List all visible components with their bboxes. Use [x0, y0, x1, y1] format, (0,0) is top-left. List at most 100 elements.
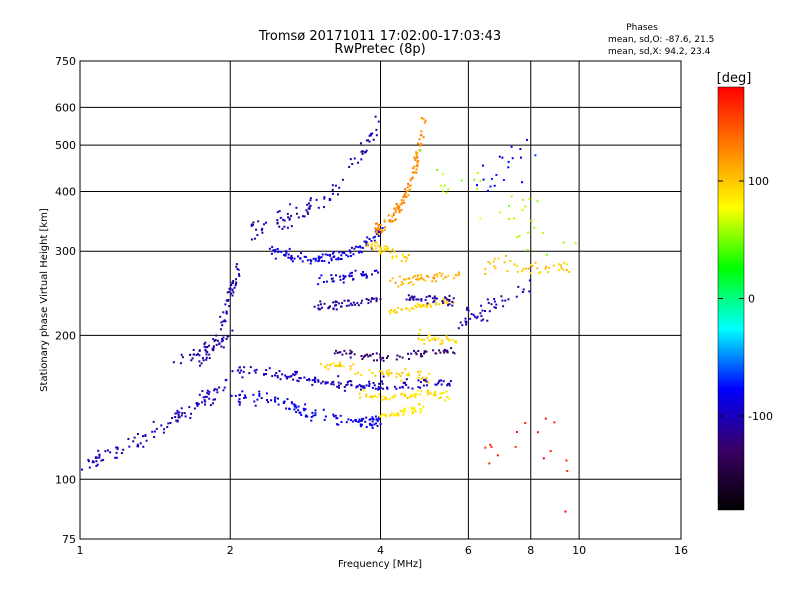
- data-point: [207, 393, 210, 396]
- data-point: [438, 271, 441, 274]
- data-point: [418, 304, 421, 306]
- data-point: [412, 276, 415, 279]
- data-point: [236, 268, 239, 270]
- chart-subtitle: RwPretec (8p): [334, 42, 425, 57]
- data-point: [387, 355, 389, 358]
- data-point: [401, 308, 403, 311]
- data-point: [457, 327, 460, 330]
- data-point: [389, 312, 392, 315]
- data-point: [402, 256, 405, 259]
- data-point: [498, 155, 501, 158]
- data-point: [410, 394, 413, 397]
- data-point: [361, 385, 364, 388]
- data-point: [402, 410, 404, 413]
- data-point: [448, 294, 451, 297]
- data-point: [407, 194, 410, 197]
- data-point: [350, 275, 353, 277]
- data-point: [306, 203, 309, 206]
- data-point: [373, 269, 376, 272]
- data-point: [318, 308, 321, 311]
- data-point: [371, 417, 374, 420]
- data-point: [274, 400, 277, 403]
- data-point: [397, 414, 400, 417]
- data-point: [431, 280, 434, 283]
- data-point: [348, 304, 351, 307]
- data-point: [274, 396, 277, 399]
- data-point: [115, 456, 118, 459]
- data-point: [215, 334, 218, 337]
- data-point: [323, 260, 326, 263]
- data-point: [516, 431, 518, 433]
- data-point: [342, 278, 345, 280]
- data-point: [176, 409, 179, 412]
- data-point: [342, 365, 345, 368]
- data-point: [459, 321, 462, 324]
- data-point: [193, 407, 196, 410]
- data-point: [407, 182, 410, 185]
- y-tick-label: 750: [55, 55, 76, 68]
- data-point: [419, 386, 422, 389]
- data-point: [422, 304, 425, 307]
- data-point: [304, 415, 307, 418]
- data-point: [100, 459, 103, 462]
- phase-info-x: mean, sd,X: 94.2, 23.4: [608, 47, 711, 57]
- data-point: [420, 352, 422, 355]
- data-point: [294, 372, 297, 375]
- data-point: [352, 277, 355, 280]
- data-point: [419, 370, 422, 373]
- data-point: [427, 334, 430, 337]
- data-point: [225, 312, 228, 314]
- data-point: [415, 171, 418, 174]
- data-point: [235, 265, 238, 268]
- data-point: [343, 386, 346, 388]
- data-point: [339, 275, 341, 278]
- data-point: [451, 304, 454, 307]
- data-point: [307, 207, 310, 210]
- data-point: [289, 256, 292, 259]
- data-point: [398, 275, 401, 278]
- data-point: [199, 364, 201, 367]
- data-point: [455, 274, 458, 277]
- data-point: [461, 324, 464, 327]
- data-point: [415, 168, 418, 171]
- data-point: [260, 229, 263, 232]
- data-point: [326, 254, 329, 257]
- data-point: [339, 363, 342, 365]
- data-point: [446, 351, 449, 354]
- data-point: [408, 374, 411, 377]
- data-point: [423, 121, 426, 124]
- data-point: [319, 363, 322, 366]
- data-point: [274, 249, 277, 252]
- data-point: [179, 362, 182, 365]
- data-point: [296, 212, 298, 215]
- data-point: [429, 303, 432, 306]
- data-point: [109, 451, 112, 454]
- data-point: [403, 195, 406, 198]
- data-point: [212, 345, 215, 348]
- data-point: [338, 302, 340, 305]
- data-point: [333, 255, 336, 258]
- data-point: [234, 284, 237, 287]
- data-point: [95, 465, 98, 467]
- data-point: [371, 273, 373, 276]
- data-point: [336, 423, 338, 426]
- data-point: [331, 277, 334, 280]
- data-point: [285, 407, 288, 410]
- data-point: [287, 253, 290, 256]
- data-point: [476, 188, 479, 191]
- data-point: [419, 411, 422, 414]
- data-point: [441, 272, 444, 275]
- data-point: [439, 351, 442, 354]
- data-point: [382, 387, 385, 390]
- data-point: [239, 393, 242, 396]
- data-point: [487, 260, 490, 263]
- data-point: [169, 422, 172, 424]
- data-point: [308, 202, 310, 205]
- data-point: [350, 246, 353, 249]
- data-point: [181, 412, 184, 415]
- data-point: [337, 256, 340, 259]
- data-point: [337, 258, 340, 261]
- data-point: [127, 438, 130, 440]
- data-point: [346, 381, 349, 384]
- data-point: [261, 231, 264, 234]
